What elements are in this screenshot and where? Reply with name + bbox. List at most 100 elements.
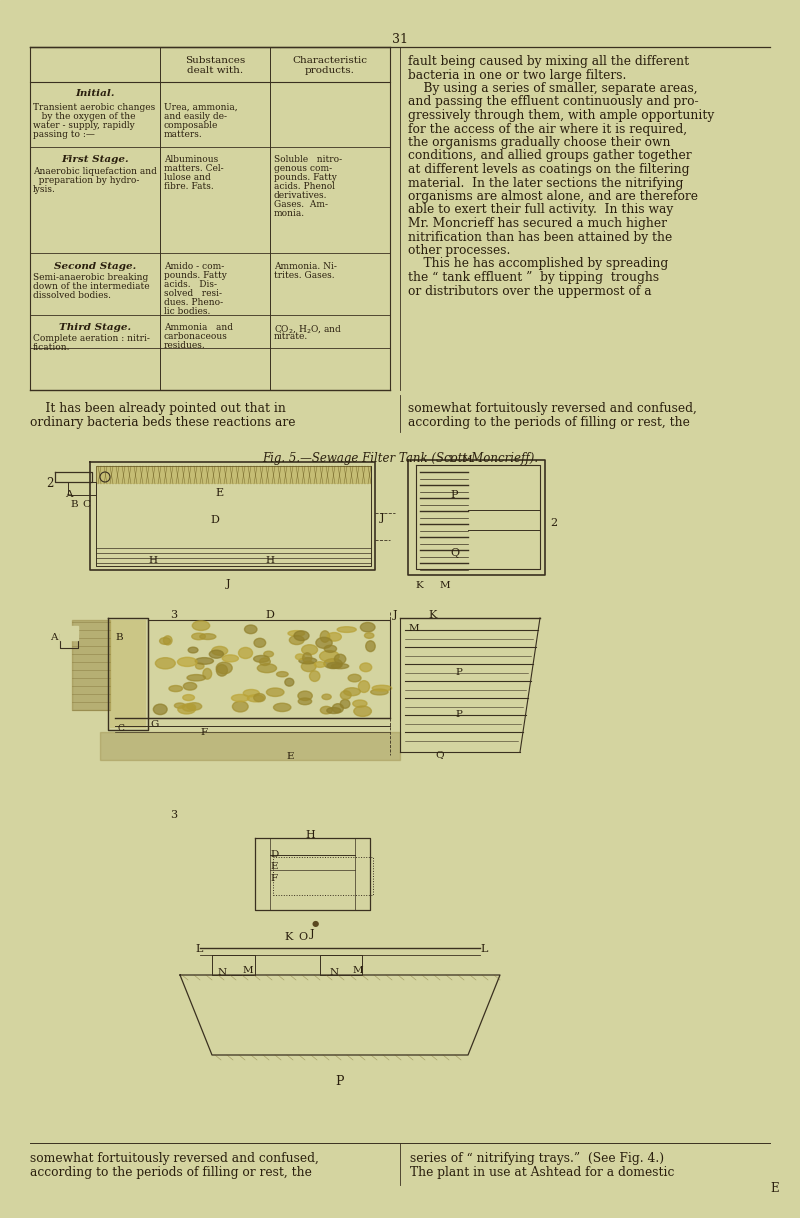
Text: P: P — [455, 667, 462, 677]
Ellipse shape — [233, 702, 248, 713]
Ellipse shape — [365, 632, 374, 638]
Ellipse shape — [314, 661, 326, 667]
Text: F: F — [270, 875, 277, 883]
Text: The plant in use at Ashtead for a domestic: The plant in use at Ashtead for a domest… — [410, 1166, 674, 1179]
Ellipse shape — [192, 621, 210, 631]
Ellipse shape — [155, 658, 175, 669]
Text: composable: composable — [164, 121, 218, 130]
Ellipse shape — [243, 689, 259, 697]
Ellipse shape — [231, 694, 249, 702]
Text: pounds. Fatty: pounds. Fatty — [274, 173, 337, 181]
Ellipse shape — [178, 658, 197, 666]
Ellipse shape — [302, 644, 318, 655]
Text: or distributors over the uppermost of a: or distributors over the uppermost of a — [408, 285, 652, 297]
Text: H: H — [149, 555, 158, 565]
Polygon shape — [180, 974, 500, 1055]
Text: Albuminous: Albuminous — [164, 155, 218, 164]
Ellipse shape — [340, 699, 350, 709]
Text: M: M — [409, 624, 420, 633]
Ellipse shape — [203, 669, 212, 680]
Ellipse shape — [337, 627, 356, 632]
Ellipse shape — [264, 652, 274, 657]
Text: products.: products. — [305, 66, 355, 76]
Text: Transient aerobic changes: Transient aerobic changes — [33, 104, 155, 112]
Ellipse shape — [324, 659, 342, 669]
Text: carbonaceous: carbonaceous — [164, 333, 228, 341]
Ellipse shape — [277, 671, 288, 677]
Text: organisms are almost alone, and are therefore: organisms are almost alone, and are ther… — [408, 190, 698, 203]
Text: Ammonia   and: Ammonia and — [164, 323, 233, 333]
Text: and easily de-: and easily de- — [164, 112, 227, 121]
Ellipse shape — [238, 648, 253, 659]
Text: Substances: Substances — [185, 56, 245, 65]
Ellipse shape — [195, 658, 214, 664]
Ellipse shape — [316, 637, 332, 648]
Text: gressively through them, with ample opportunity: gressively through them, with ample oppo… — [408, 108, 714, 122]
Ellipse shape — [344, 688, 360, 695]
Text: series of “ nitrifying trays.”  (See Fig. 4.): series of “ nitrifying trays.” (See Fig.… — [410, 1152, 664, 1164]
Text: E: E — [286, 752, 294, 761]
Bar — [60, 626, 78, 639]
Text: Complete aeration : nitri-: Complete aeration : nitri- — [33, 334, 150, 343]
Text: ●: ● — [311, 920, 318, 928]
Text: passing to :—: passing to :— — [33, 130, 95, 139]
Text: according to the periods of filling or rest, the: according to the periods of filling or r… — [408, 417, 690, 429]
Ellipse shape — [186, 703, 202, 710]
Text: L: L — [195, 944, 202, 954]
Ellipse shape — [340, 691, 351, 699]
Ellipse shape — [331, 664, 349, 669]
Ellipse shape — [366, 641, 375, 652]
Text: J: J — [380, 513, 385, 523]
Text: M: M — [353, 966, 364, 974]
Ellipse shape — [212, 647, 228, 655]
Text: A: A — [65, 490, 73, 499]
Text: 2: 2 — [550, 518, 557, 527]
Text: N: N — [330, 968, 339, 977]
Ellipse shape — [259, 658, 270, 665]
Text: Mr. Moncrieff has secured a much higher: Mr. Moncrieff has secured a much higher — [408, 217, 667, 230]
Text: pounds. Fatty: pounds. Fatty — [164, 270, 227, 280]
Ellipse shape — [178, 705, 195, 714]
Ellipse shape — [358, 681, 370, 693]
Text: E: E — [770, 1181, 778, 1195]
Text: fibre. Fats.: fibre. Fats. — [164, 181, 214, 191]
Text: conditions, and allied groups gather together: conditions, and allied groups gather tog… — [408, 150, 692, 162]
Text: lysis.: lysis. — [33, 185, 56, 194]
Ellipse shape — [326, 708, 341, 714]
Text: K: K — [428, 610, 436, 620]
Text: J: J — [226, 579, 230, 590]
Text: nitrate.: nitrate. — [274, 333, 308, 341]
Ellipse shape — [192, 633, 206, 639]
Ellipse shape — [302, 653, 312, 663]
Ellipse shape — [334, 654, 346, 664]
Text: Soluble   nitro-: Soluble nitro- — [274, 155, 342, 164]
Ellipse shape — [274, 703, 291, 711]
Text: acids.   Dis-: acids. Dis- — [164, 280, 217, 289]
Text: derivatives.: derivatives. — [274, 191, 327, 200]
Text: J: J — [310, 929, 314, 939]
Text: K: K — [415, 581, 422, 590]
Ellipse shape — [290, 636, 304, 644]
Text: 31: 31 — [392, 33, 408, 46]
Text: First Stage.: First Stage. — [61, 155, 129, 164]
Text: Initial.: Initial. — [75, 89, 114, 97]
Text: H: H — [305, 829, 315, 840]
Text: by the oxygen of the: by the oxygen of the — [33, 112, 135, 121]
Ellipse shape — [295, 654, 305, 660]
Text: Second Stage.: Second Stage. — [54, 262, 136, 270]
Ellipse shape — [320, 631, 330, 642]
Text: solved   resi-: solved resi- — [164, 289, 222, 298]
Text: Gases.  Am-: Gases. Am- — [274, 200, 328, 209]
Text: Anaerobic liquefaction and: Anaerobic liquefaction and — [33, 167, 157, 175]
Text: able to exert their full activity.  In this way: able to exert their full activity. In th… — [408, 203, 674, 217]
Text: Urea, ammonia,: Urea, ammonia, — [164, 104, 238, 112]
Ellipse shape — [327, 663, 342, 669]
Text: and passing the effluent continuously and pro-: and passing the effluent continuously an… — [408, 95, 698, 108]
Ellipse shape — [370, 689, 388, 695]
Ellipse shape — [322, 694, 331, 699]
Ellipse shape — [200, 633, 216, 639]
Ellipse shape — [294, 631, 309, 641]
Text: CO$_2$, H$_2$O, and: CO$_2$, H$_2$O, and — [274, 323, 342, 335]
Text: P: P — [336, 1075, 344, 1088]
Text: matters.: matters. — [164, 130, 202, 139]
